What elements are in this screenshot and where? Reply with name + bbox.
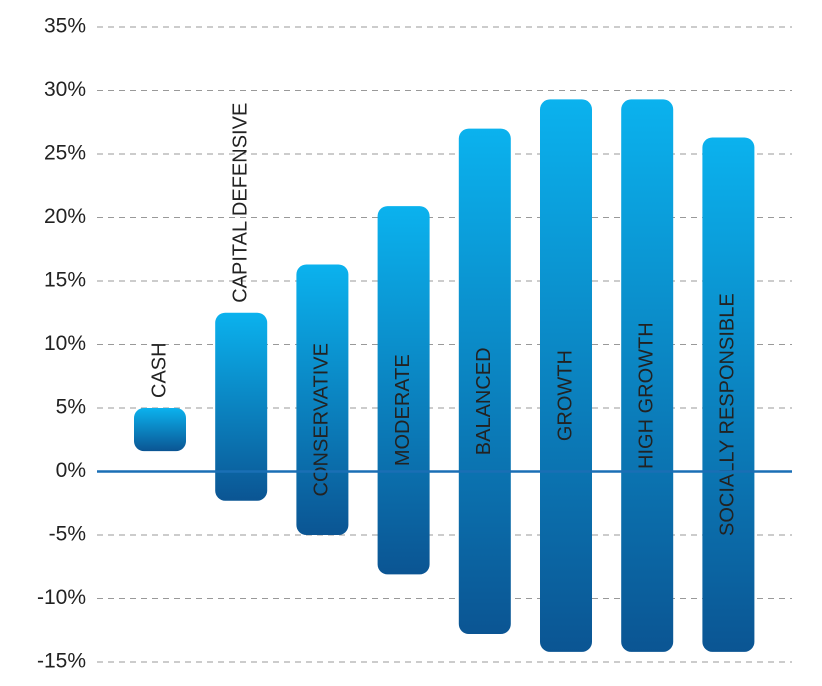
range-bar <box>377 206 430 575</box>
category-label: CAPITAL DEFENSIVE <box>229 103 251 303</box>
y-tick-label: 10% <box>44 332 86 355</box>
range-bar <box>540 99 592 652</box>
category-label: BALANCED <box>473 347 495 455</box>
range-bar <box>458 128 511 635</box>
range-bar <box>621 99 674 652</box>
category-label: CASH <box>148 342 170 398</box>
category-label: HIGH GROWTH <box>635 322 657 469</box>
range-bar <box>134 408 186 452</box>
category-label: CONSERVATIVE <box>311 343 333 496</box>
y-tick-label: 0% <box>56 459 86 482</box>
range-bar <box>702 137 755 652</box>
y-tick-label: 25% <box>44 142 86 165</box>
range-bar <box>215 312 268 501</box>
y-tick-label: 20% <box>44 205 86 228</box>
category-label: GROWTH <box>554 350 576 441</box>
y-tick-label: -5% <box>49 523 86 546</box>
y-tick-label: 30% <box>44 78 86 101</box>
y-tick-label: 15% <box>44 269 86 292</box>
category-label: SOCIALLY RESPONSIBLE <box>717 293 739 536</box>
y-tick-label: -10% <box>37 586 86 609</box>
y-tick-label: -15% <box>37 650 86 673</box>
category-label: MODERATE <box>392 354 414 466</box>
y-tick-label: 35% <box>44 15 86 38</box>
range-bar <box>296 264 349 535</box>
y-tick-label: 5% <box>56 396 86 419</box>
